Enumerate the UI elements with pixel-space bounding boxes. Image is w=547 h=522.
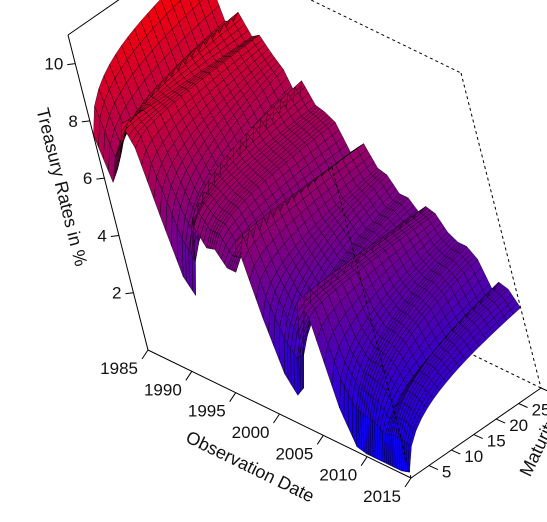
- x-tick-label: 1990: [144, 380, 182, 399]
- y-tick-label: 5: [442, 463, 451, 482]
- surface-mesh: [93, 0, 521, 473]
- x-tick: [360, 456, 368, 466]
- x-tick: [273, 413, 280, 424]
- box-edge-back-right: [460, 72, 542, 389]
- z-tick-label: 8: [68, 112, 77, 131]
- box-edge-front-right-vertical: [330, 162, 412, 479]
- y-tick-label: 25: [532, 401, 547, 420]
- box-edge-right-bottom: [410, 387, 542, 479]
- x-tick-label: 1995: [188, 402, 226, 421]
- z-tick-label: 4: [97, 227, 106, 246]
- x-tick-label: 1985: [100, 359, 138, 378]
- y-tick: [473, 434, 483, 440]
- y-tick: [540, 387, 547, 392]
- x-tick-label: 2015: [363, 487, 401, 506]
- y-tick: [495, 418, 506, 424]
- tick-labels: 2468101985199019952000200520102015510152…: [44, 55, 547, 506]
- x-tick-label: 2000: [232, 423, 270, 442]
- x-tick: [141, 349, 149, 360]
- surface-facet: [377, 424, 381, 461]
- surface-facet: [93, 105, 100, 148]
- x-tick-label: 2010: [319, 466, 357, 485]
- tick-marks: [67, 63, 547, 488]
- y-tick-label: 15: [487, 432, 506, 451]
- z-tick-label: 2: [112, 284, 121, 303]
- box-edge-left-top: [67, 0, 120, 36]
- z-tick: [81, 120, 90, 123]
- x-tick: [229, 392, 237, 402]
- box-edge-front-vertical: [67, 34, 149, 351]
- box-edge-back-top: [309, 0, 462, 74]
- z-tick: [67, 63, 76, 66]
- z-tick-label: 6: [83, 169, 92, 188]
- z-tick: [96, 177, 105, 180]
- y-tick-label: 10: [464, 447, 483, 466]
- y-tick-label: 20: [509, 416, 528, 435]
- x-tick: [316, 435, 324, 445]
- y-tick: [428, 465, 439, 471]
- z-tick: [110, 234, 119, 237]
- y-tick: [451, 449, 461, 455]
- x-tick-label: 2005: [275, 444, 313, 463]
- y-tick: [518, 403, 528, 408]
- z-tick: [125, 292, 134, 295]
- z-tick-label: 10: [44, 55, 63, 74]
- x-tick: [404, 477, 412, 488]
- x-tick: [185, 371, 193, 381]
